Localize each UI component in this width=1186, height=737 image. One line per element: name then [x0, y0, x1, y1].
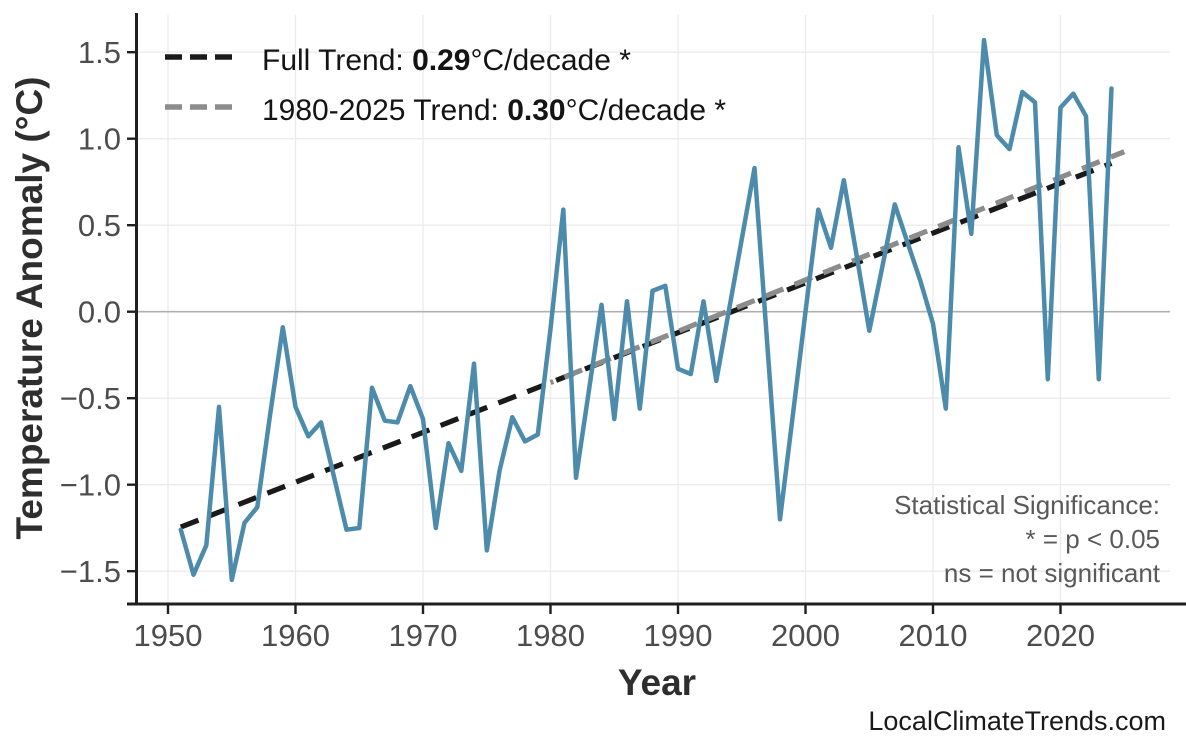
- x-tick-label: 1960: [261, 618, 330, 653]
- tick-labels: 1.5 1.0 0.5 0.0 −0.5 −1.0 −1.5 1950 1960 1970 1980…: [60, 35, 1095, 653]
- annual-temperature-anomaly-line: [178, 37, 1114, 583]
- y-axis-title: Temperature Anomaly (°C): [9, 77, 50, 540]
- x-tick-label: 1990: [644, 618, 713, 653]
- x-tick-label: 2010: [899, 618, 968, 653]
- significance-line-ns: ns = not significant: [944, 558, 1161, 588]
- x-tick-label: 1950: [134, 618, 203, 653]
- x-axis-title: Year: [618, 662, 696, 703]
- x-tick-label: 1970: [389, 618, 458, 653]
- y-tick-label: 1.0: [78, 122, 121, 157]
- trend-1980-2025-line: [549, 149, 1126, 386]
- axes: [127, 13, 1186, 614]
- y-tick-label: 0.5: [78, 208, 121, 243]
- legend: Full Trend: 0.29°C/decade * 1980-2025 Tr…: [165, 44, 726, 127]
- legend-label-full-trend: Full Trend: 0.29°C/decade *: [262, 44, 631, 77]
- x-tick-label: 1980: [516, 618, 585, 653]
- y-tick-label: 0.0: [78, 295, 121, 330]
- y-tick-label: 1.5: [78, 35, 121, 70]
- watermark: LocalClimateTrends.com: [868, 706, 1166, 736]
- x-tick-label: 2000: [771, 618, 840, 653]
- trend-lines: [179, 149, 1126, 530]
- significance-title: Statistical Significance:: [894, 490, 1160, 520]
- legend-label-recent-trend: 1980-2025 Trend: 0.30°C/decade *: [262, 94, 726, 127]
- y-tick-label: −1.5: [60, 554, 121, 589]
- significance-line-p: * = p < 0.05: [1026, 524, 1160, 554]
- y-tick-label: −1.0: [60, 468, 121, 503]
- y-tick-label: −0.5: [60, 381, 121, 416]
- anomaly-series: [178, 37, 1114, 583]
- x-tick-label: 2020: [1026, 618, 1095, 653]
- significance-annotation: Statistical Significance: * = p < 0.05 n…: [894, 490, 1161, 588]
